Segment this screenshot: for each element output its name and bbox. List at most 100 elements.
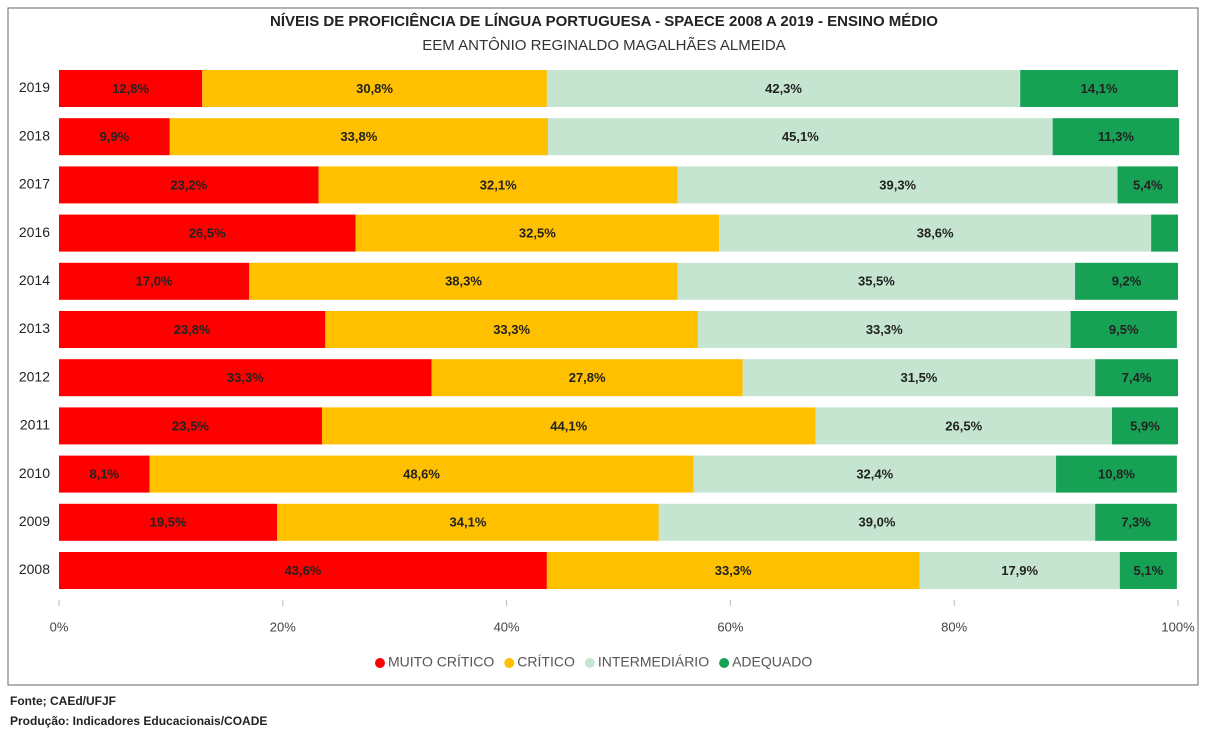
data-label: 45,1% <box>782 129 819 144</box>
bar-segment <box>1095 359 1178 397</box>
x-tick-label: 100% <box>1161 619 1195 634</box>
bar-segment <box>59 455 150 493</box>
data-label: 5,4% <box>1133 177 1163 192</box>
data-label: 19,5% <box>150 515 187 530</box>
data-label: 39,3% <box>879 177 916 192</box>
data-label: 23,8% <box>174 322 211 337</box>
data-label: 7,3% <box>1121 515 1151 530</box>
bar-segment <box>1117 166 1178 204</box>
data-label: 33,3% <box>227 370 264 385</box>
bar-segment <box>1056 455 1177 493</box>
data-label: 33,8% <box>340 129 377 144</box>
bar-segment <box>59 552 547 589</box>
bar-segment <box>546 552 920 589</box>
data-label: 31,5% <box>901 370 938 385</box>
y-tick-label: 2008 <box>19 561 50 577</box>
data-label: 17,0% <box>136 274 173 289</box>
bar-segment <box>1119 552 1177 589</box>
data-label: 44,1% <box>550 418 587 433</box>
bar-segment <box>249 262 678 300</box>
data-label: 38,3% <box>445 274 482 289</box>
y-tick-label: 2009 <box>19 513 50 529</box>
bar-segment <box>1075 262 1178 300</box>
data-label: 11,3% <box>1098 129 1135 144</box>
footer-source: Fonte; CAEd/UFJF <box>10 694 116 708</box>
bar-segment <box>202 70 547 107</box>
legend-marker <box>719 658 730 668</box>
bar-segment <box>59 311 326 348</box>
legend-label: MUITO CRÍTICO <box>388 654 494 670</box>
data-label: 34,1% <box>450 515 487 530</box>
x-tick-label: 80% <box>941 619 967 634</box>
bar-segment <box>59 359 432 397</box>
bar-segment <box>59 503 278 541</box>
bar-segment <box>321 407 816 445</box>
y-tick-label: 2016 <box>19 224 50 240</box>
data-label: 48,6% <box>403 467 440 482</box>
legend-marker <box>504 658 515 668</box>
y-tick-label: 2019 <box>19 79 50 95</box>
data-label: 17,9% <box>1001 563 1038 578</box>
legend-label: ADEQUADO <box>732 654 812 670</box>
x-tick-label: 20% <box>270 619 296 634</box>
y-tick-label: 2017 <box>19 176 50 192</box>
bar-segment <box>677 166 1118 204</box>
data-label: 32,1% <box>480 177 517 192</box>
y-tick-label: 2013 <box>19 320 50 336</box>
data-label: 30,8% <box>356 81 393 96</box>
data-label: 23,2% <box>170 177 207 192</box>
bar-segment <box>277 503 659 541</box>
data-label: 14,1% <box>1081 81 1118 96</box>
data-label: 39,0% <box>859 515 896 530</box>
y-tick-label: 2014 <box>19 272 50 288</box>
y-tick-label: 2018 <box>19 127 50 143</box>
data-label: 9,5% <box>1109 322 1139 337</box>
bar-segment <box>59 118 170 156</box>
bar-segment <box>1151 214 1178 252</box>
y-tick-label: 2011 <box>20 417 50 433</box>
data-label: 26,5% <box>945 418 982 433</box>
bar-segment <box>1070 311 1177 348</box>
data-label: 38,6% <box>917 226 954 241</box>
data-label: 7,4% <box>1122 370 1152 385</box>
data-label: 5,1% <box>1134 563 1164 578</box>
data-label: 27,8% <box>569 370 606 385</box>
data-label: 33,3% <box>715 563 752 578</box>
x-tick-label: 0% <box>50 619 69 634</box>
bar-segment <box>149 455 694 493</box>
bar-segment <box>325 311 698 348</box>
data-label: 33,3% <box>866 322 903 337</box>
bar-segment <box>742 359 1096 397</box>
bar-segment <box>546 70 1021 107</box>
chart-title: NÍVEIS DE PROFICIÊNCIA DE LÍNGUA PORTUGU… <box>270 12 938 30</box>
bar-segment <box>59 262 250 300</box>
y-tick-label: 2010 <box>19 465 50 481</box>
data-label: 33,3% <box>493 322 530 337</box>
data-label: 26,5% <box>189 226 226 241</box>
data-label: 8,1% <box>89 467 119 482</box>
bar-segment <box>431 359 743 397</box>
legend-label: INTERMEDIÁRIO <box>598 654 709 670</box>
data-label: 42,3% <box>765 81 802 96</box>
bar-segment <box>719 214 1152 252</box>
y-tick-label: 2012 <box>19 368 50 384</box>
data-label: 9,9% <box>100 129 130 144</box>
bar-segment <box>318 166 678 204</box>
footer-production: Produção: Indicadores Educacionais/COADE <box>10 714 267 728</box>
data-label: 12,8% <box>112 81 149 96</box>
legend-marker <box>584 658 595 668</box>
bar-segment <box>548 118 1053 156</box>
data-label: 43,6% <box>285 563 322 578</box>
bar-segment <box>693 455 1057 493</box>
bar-segment <box>658 503 1096 541</box>
data-label: 32,4% <box>856 467 893 482</box>
bar-segment <box>697 311 1071 348</box>
bar-segment <box>1020 70 1178 107</box>
bar-segment <box>59 70 203 107</box>
data-label: 10,8% <box>1098 467 1135 482</box>
data-label: 9,2% <box>1112 274 1142 289</box>
data-label: 35,5% <box>858 274 895 289</box>
bar-segment <box>677 262 1076 300</box>
bar-segment <box>59 407 322 445</box>
bar-segment <box>355 214 720 252</box>
